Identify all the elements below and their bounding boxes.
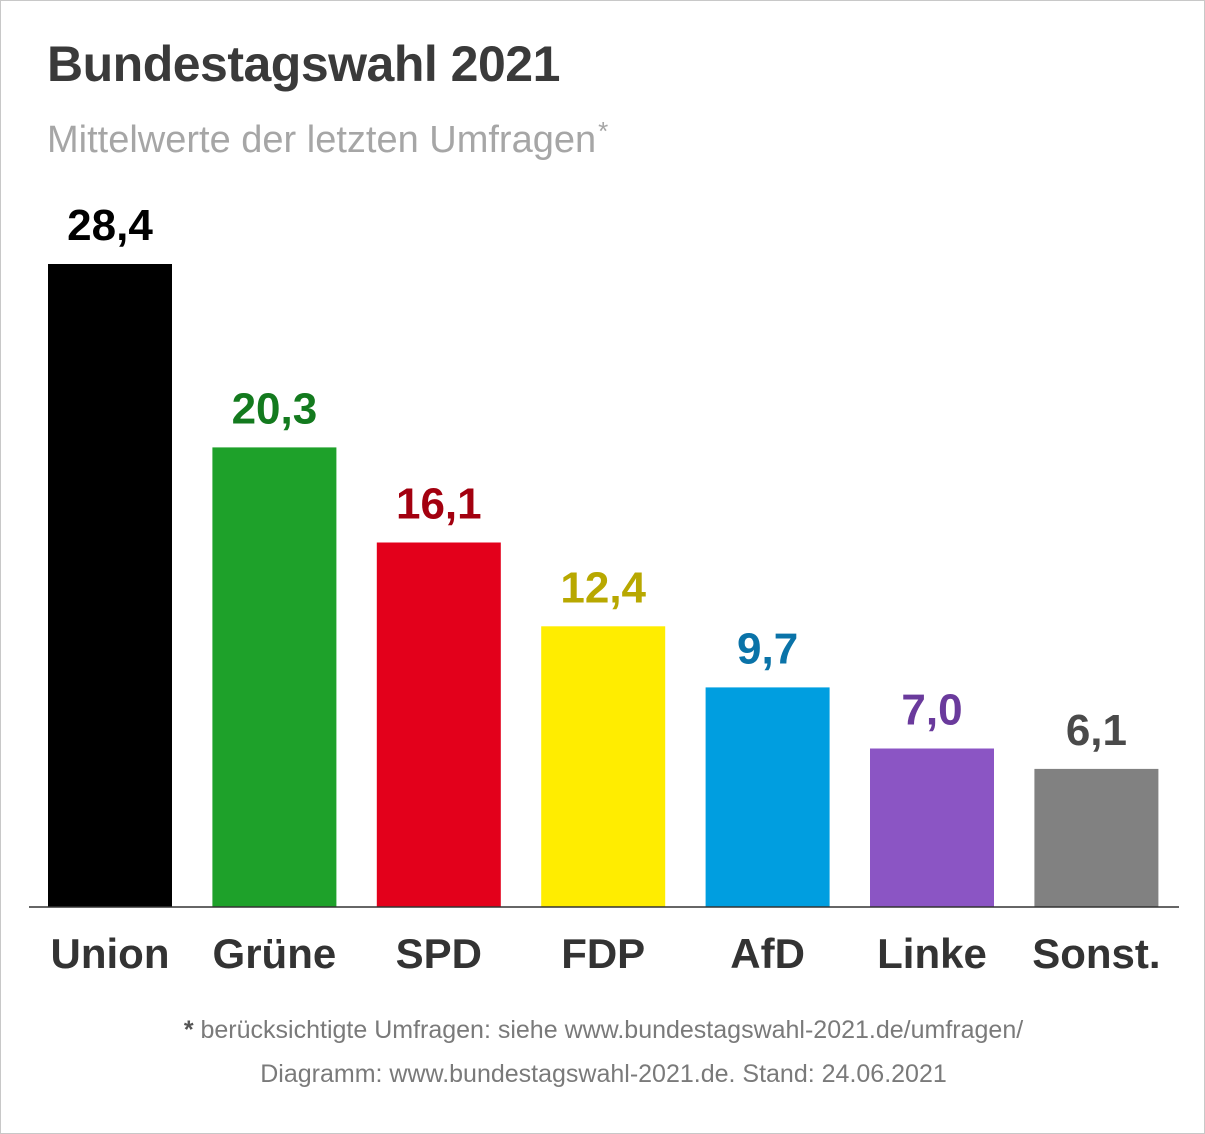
- category-labels-group: Union Grüne SPD FDP AfD Linke Sonst.: [51, 930, 1161, 977]
- value-label-linke: 7,0: [901, 686, 962, 735]
- category-label-spd: SPD: [396, 930, 482, 977]
- bar-linke: [870, 748, 994, 907]
- chart-subtitle: Mittelwerte der letzten Umfragen*: [47, 116, 608, 162]
- footnote-sources-text: berücksichtigte Umfragen: siehe www.bund…: [200, 1016, 1024, 1044]
- bar-fdp: [541, 626, 666, 907]
- bar-afd: [705, 687, 830, 907]
- value-label-union: 28,4: [67, 201, 153, 250]
- category-label-union: Union: [51, 930, 170, 977]
- subtitle-footnote-marker: *: [598, 116, 609, 146]
- category-label-gruene: Grüne: [213, 930, 337, 977]
- value-label-sonst: 6,1: [1066, 706, 1127, 755]
- bar-union: [48, 264, 172, 907]
- bar-chart: 28,4 20,3 16,1 12,4 9,7 7,0 6,1 Union Grüne SPD F…: [29, 201, 1179, 977]
- category-label-fdp: FDP: [561, 930, 645, 977]
- value-labels-group: 28,4 20,3 16,1 12,4 9,7 7,0 6,1: [67, 201, 1127, 755]
- category-label-linke: Linke: [877, 930, 987, 977]
- bar-spd: [376, 542, 501, 907]
- value-label-spd: 16,1: [396, 480, 482, 529]
- chart-title: Bundestagswahl 2021: [47, 36, 560, 92]
- category-label-afd: AfD: [730, 930, 805, 977]
- bar-sonst: [1034, 768, 1159, 907]
- footnote-credit: Diagramm: www.bundestagswahl-2021.de. St…: [260, 1060, 947, 1088]
- bar-gruene: [212, 447, 337, 907]
- category-label-sonst: Sonst.: [1032, 930, 1160, 977]
- value-label-afd: 9,7: [737, 624, 798, 673]
- bars-group: [48, 264, 1159, 907]
- chart-subtitle-text: Mittelwerte der letzten Umfragen: [47, 119, 597, 161]
- footnote-sources: * berücksichtigte Umfragen: siehe www.bu…: [1, 1016, 1205, 1045]
- value-label-fdp: 12,4: [560, 563, 646, 612]
- value-label-gruene: 20,3: [232, 384, 318, 433]
- footnote-marker: *: [183, 1016, 194, 1044]
